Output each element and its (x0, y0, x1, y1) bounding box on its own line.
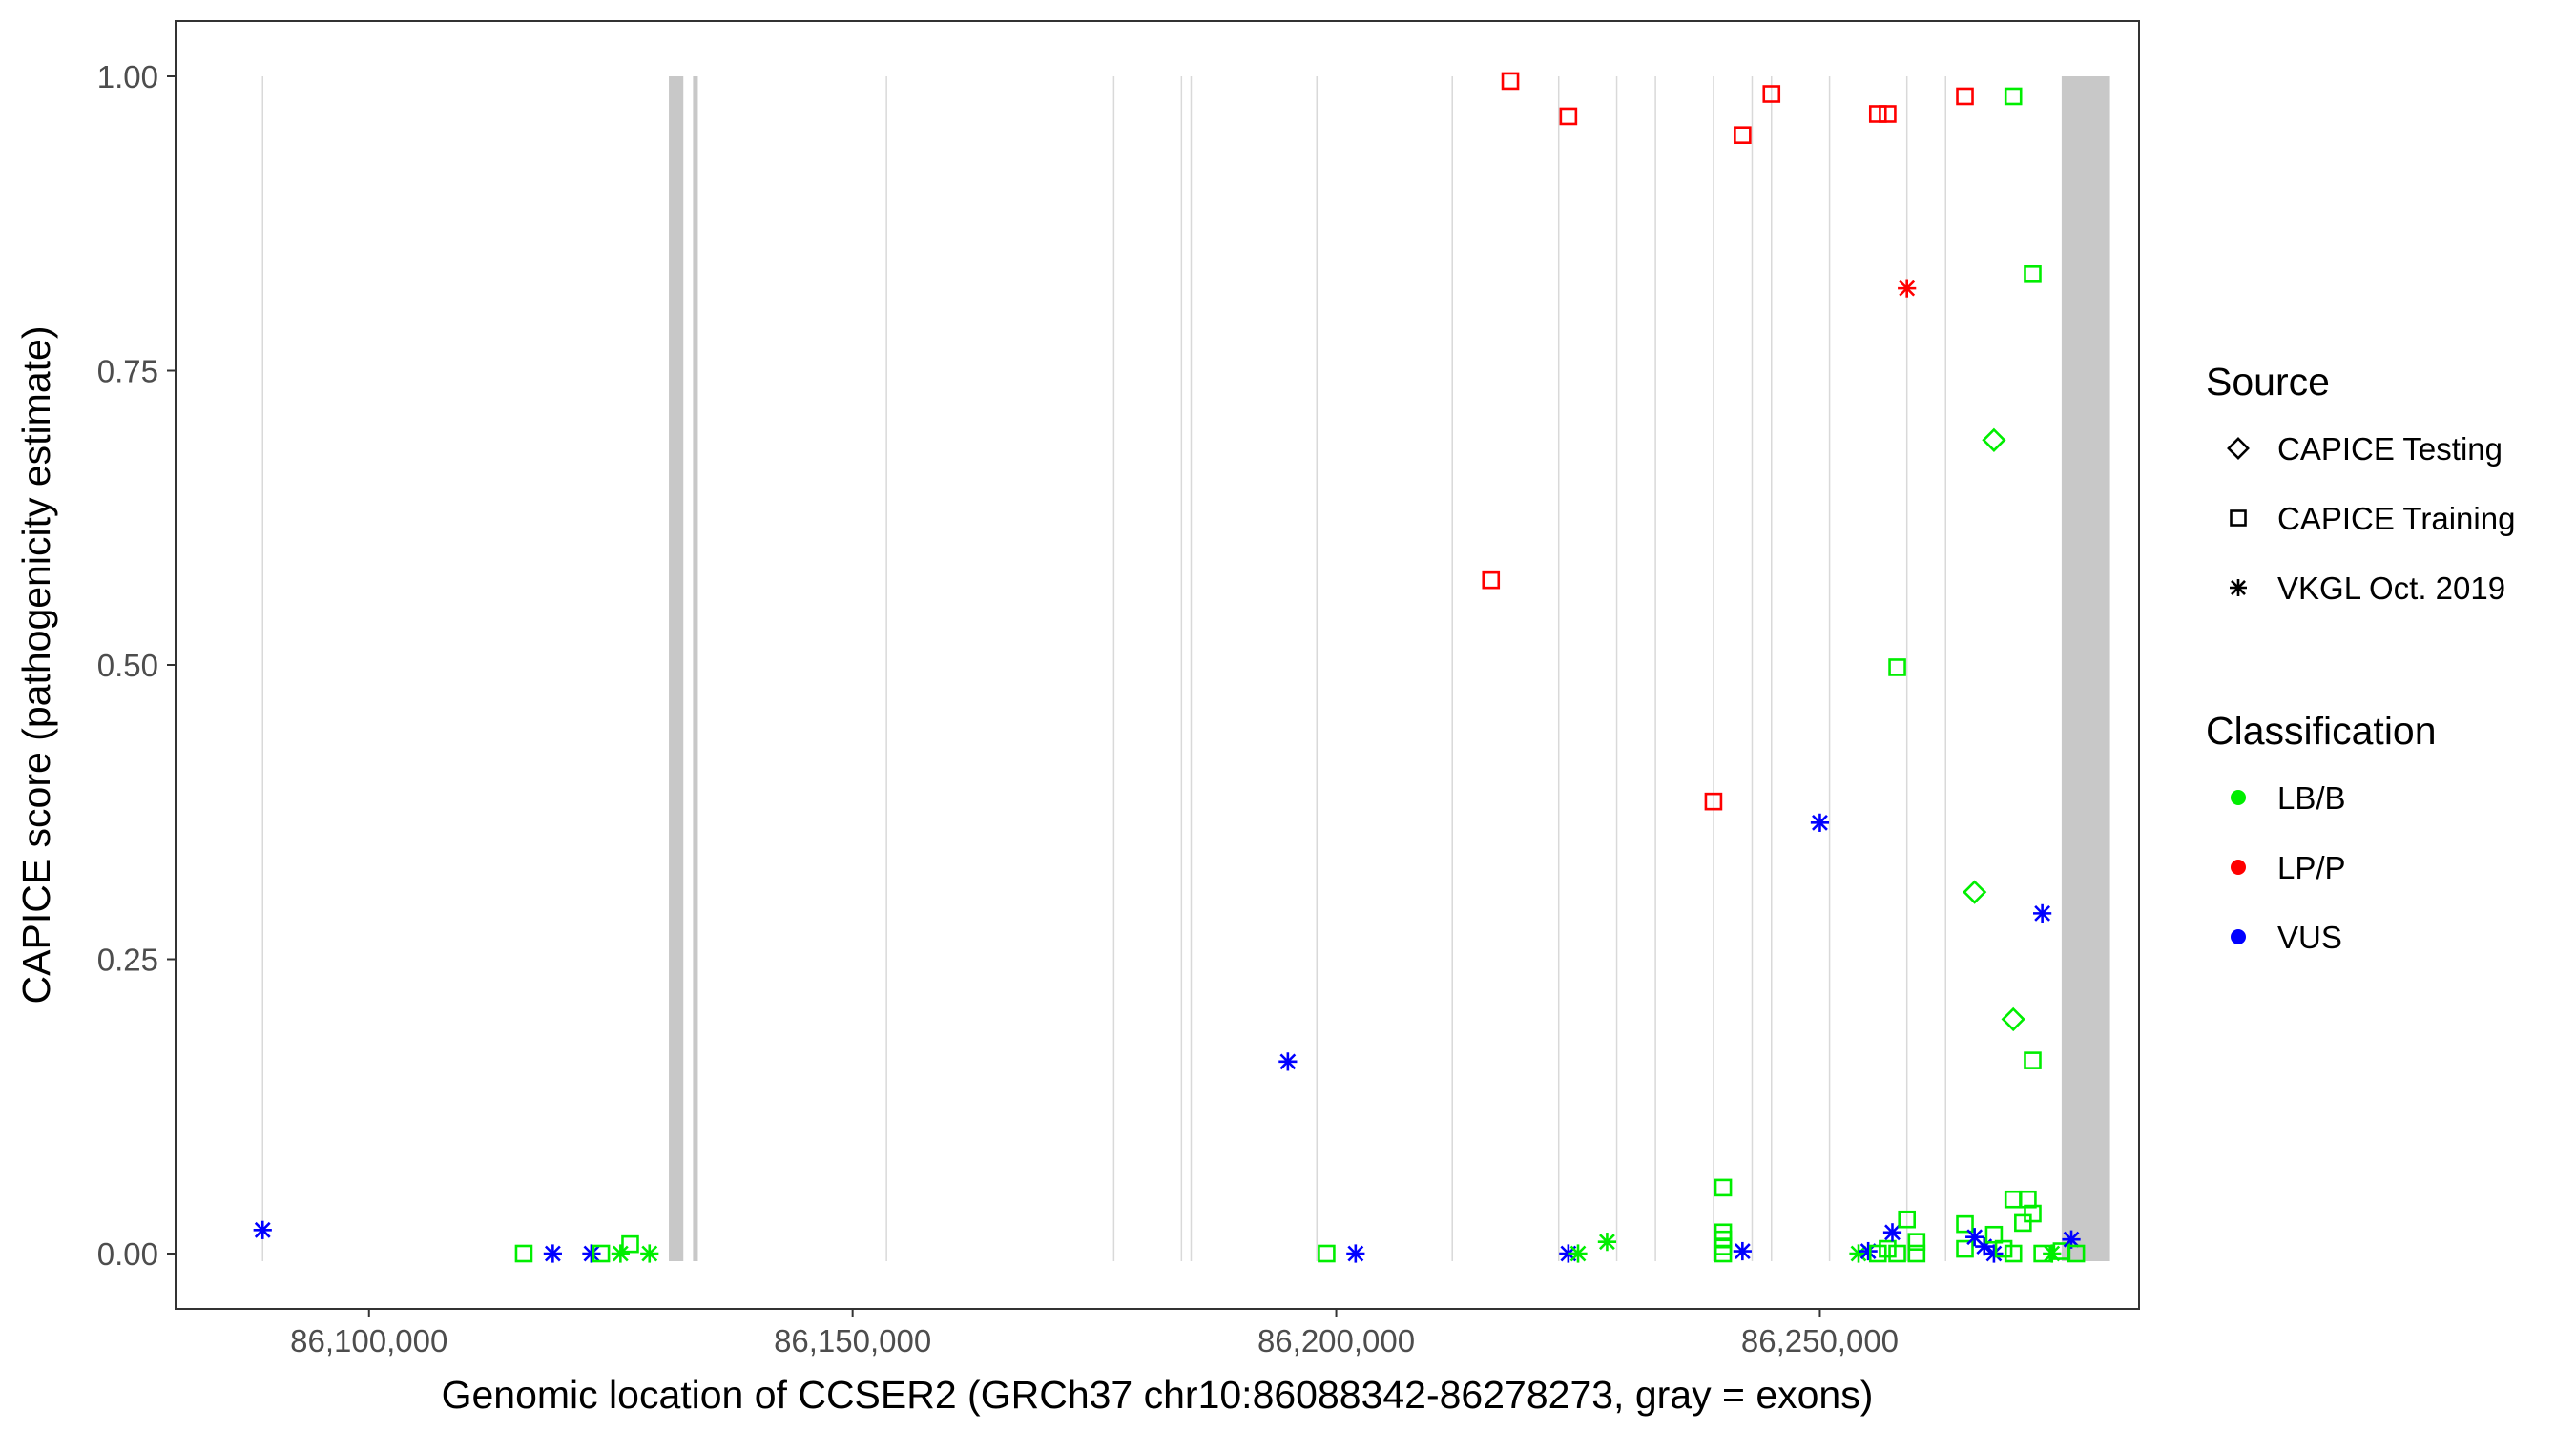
legend-class-label: VUS (2277, 920, 2342, 955)
legend-source-title: Source (2206, 360, 2330, 404)
data-point (1888, 658, 1906, 676)
data-point (2004, 87, 2023, 106)
data-point (1762, 85, 1781, 103)
legend-classification-title: Classification (2206, 709, 2437, 753)
y-tick-label: 0.00 (97, 1236, 158, 1272)
legend-class-item: LB/B (2231, 780, 2346, 816)
plot-panel (175, 20, 2140, 1310)
x-tick-label: 86,100,000 (290, 1323, 447, 1358)
y-axis-label: CAPICE score (pathogenicity estimate) (14, 326, 58, 1005)
legend-source-label: CAPICE Testing (2277, 431, 2503, 467)
data-point (1963, 880, 1987, 904)
variant-lines (261, 75, 1946, 1262)
data-point (640, 1244, 659, 1263)
data-point (2024, 1051, 2042, 1069)
data-point (1898, 279, 1917, 298)
data-point (2067, 1244, 2086, 1263)
data-point (1956, 1214, 1974, 1234)
y-tick-label: 0.75 (97, 353, 158, 388)
x-axis-label: Genomic location of CCSER2 (GRCh37 chr10… (442, 1373, 1874, 1417)
data-point (1278, 1052, 1298, 1071)
data-point (1879, 105, 1897, 123)
data-point (1888, 1244, 1906, 1263)
data-point (1984, 1225, 2004, 1244)
data-point (1482, 570, 1501, 590)
legend-key-dot (2231, 929, 2246, 944)
data-point (592, 1244, 611, 1263)
data-point (1568, 1244, 1588, 1263)
legend-source-item: CAPICE Testing (2227, 431, 2503, 467)
data-point (1733, 1241, 1752, 1261)
data-point (1346, 1244, 1365, 1263)
data-point (1501, 72, 1520, 91)
x-tick-label: 86,150,000 (774, 1323, 931, 1358)
data-point (1898, 1210, 1916, 1229)
data-point (1868, 105, 1887, 123)
data-point (2033, 903, 2052, 923)
legend-source-items: CAPICE Testing CAPICE Training VKGL Oct. 2… (2227, 431, 2515, 606)
data-point (1982, 427, 2006, 452)
data-point (1734, 126, 1752, 144)
legend-key-dot (2231, 790, 2246, 805)
data-point (2001, 1006, 2025, 1032)
exon-band (669, 75, 684, 1262)
legend-source-item: VKGL Oct. 2019 (2230, 570, 2505, 606)
data-point (1956, 1239, 1974, 1258)
data-point (1882, 1223, 1902, 1242)
data-point (1597, 1233, 1617, 1252)
data-point (1318, 1244, 1336, 1263)
y-tick-label: 0.25 (97, 943, 158, 978)
x-axis: 86,100,000 86,150,000 86,200,000 86,250,000 (290, 1309, 1899, 1358)
data-points (253, 72, 2086, 1263)
data-point (1907, 1244, 1926, 1263)
legend-key-diamond (2227, 437, 2250, 460)
y-tick-label: 0.50 (97, 648, 158, 683)
data-point (621, 1234, 639, 1254)
legend-key-square (2230, 509, 2247, 527)
data-point (1868, 1244, 1887, 1263)
y-tick-label: 1.00 (97, 59, 158, 94)
x-tick-label: 86,200,000 (1257, 1323, 1415, 1358)
legend-class-label: LP/P (2277, 850, 2346, 885)
legend-class-item: VUS (2231, 920, 2342, 955)
data-point (1975, 1236, 1994, 1256)
data-point (1907, 1233, 1926, 1251)
x-tick-label: 86,250,000 (1741, 1323, 1899, 1358)
legend: Source CAPICE Testing CAPICE Training VKGL… (2206, 360, 2515, 955)
data-point (2004, 1244, 2023, 1263)
data-point (1956, 87, 1974, 106)
data-point (2014, 1213, 2032, 1233)
legend-source-item: CAPICE Training (2230, 501, 2515, 536)
legend-key-asterisk (2230, 579, 2247, 596)
legend-source-label: VKGL Oct. 2019 (2277, 570, 2505, 606)
data-point (253, 1220, 272, 1239)
data-point (1879, 1239, 1897, 1258)
data-point (1704, 792, 1723, 811)
data-point (582, 1244, 601, 1263)
data-point (2024, 265, 2042, 283)
data-point (1559, 107, 1578, 126)
data-point (543, 1244, 562, 1263)
exon-band (2061, 75, 2110, 1262)
data-point (611, 1244, 630, 1263)
exon-band (693, 75, 698, 1262)
data-point (1714, 1178, 1733, 1197)
data-point (2024, 1204, 2042, 1223)
data-point (1984, 1244, 2004, 1263)
legend-source-label: CAPICE Training (2277, 501, 2515, 536)
data-point (1810, 813, 1830, 832)
legend-class-label: LB/B (2277, 780, 2346, 816)
data-point (1714, 1244, 1733, 1263)
exon-bands (669, 75, 2110, 1262)
legend-key-dot (2231, 860, 2246, 875)
data-point (1994, 1239, 2013, 1258)
legend-class-item: LP/P (2231, 850, 2346, 885)
legend-class-items: LB/B LP/P VUS (2231, 780, 2346, 955)
y-axis: 0.00 0.25 0.50 0.75 1.00 (97, 59, 176, 1272)
data-point (514, 1244, 533, 1263)
